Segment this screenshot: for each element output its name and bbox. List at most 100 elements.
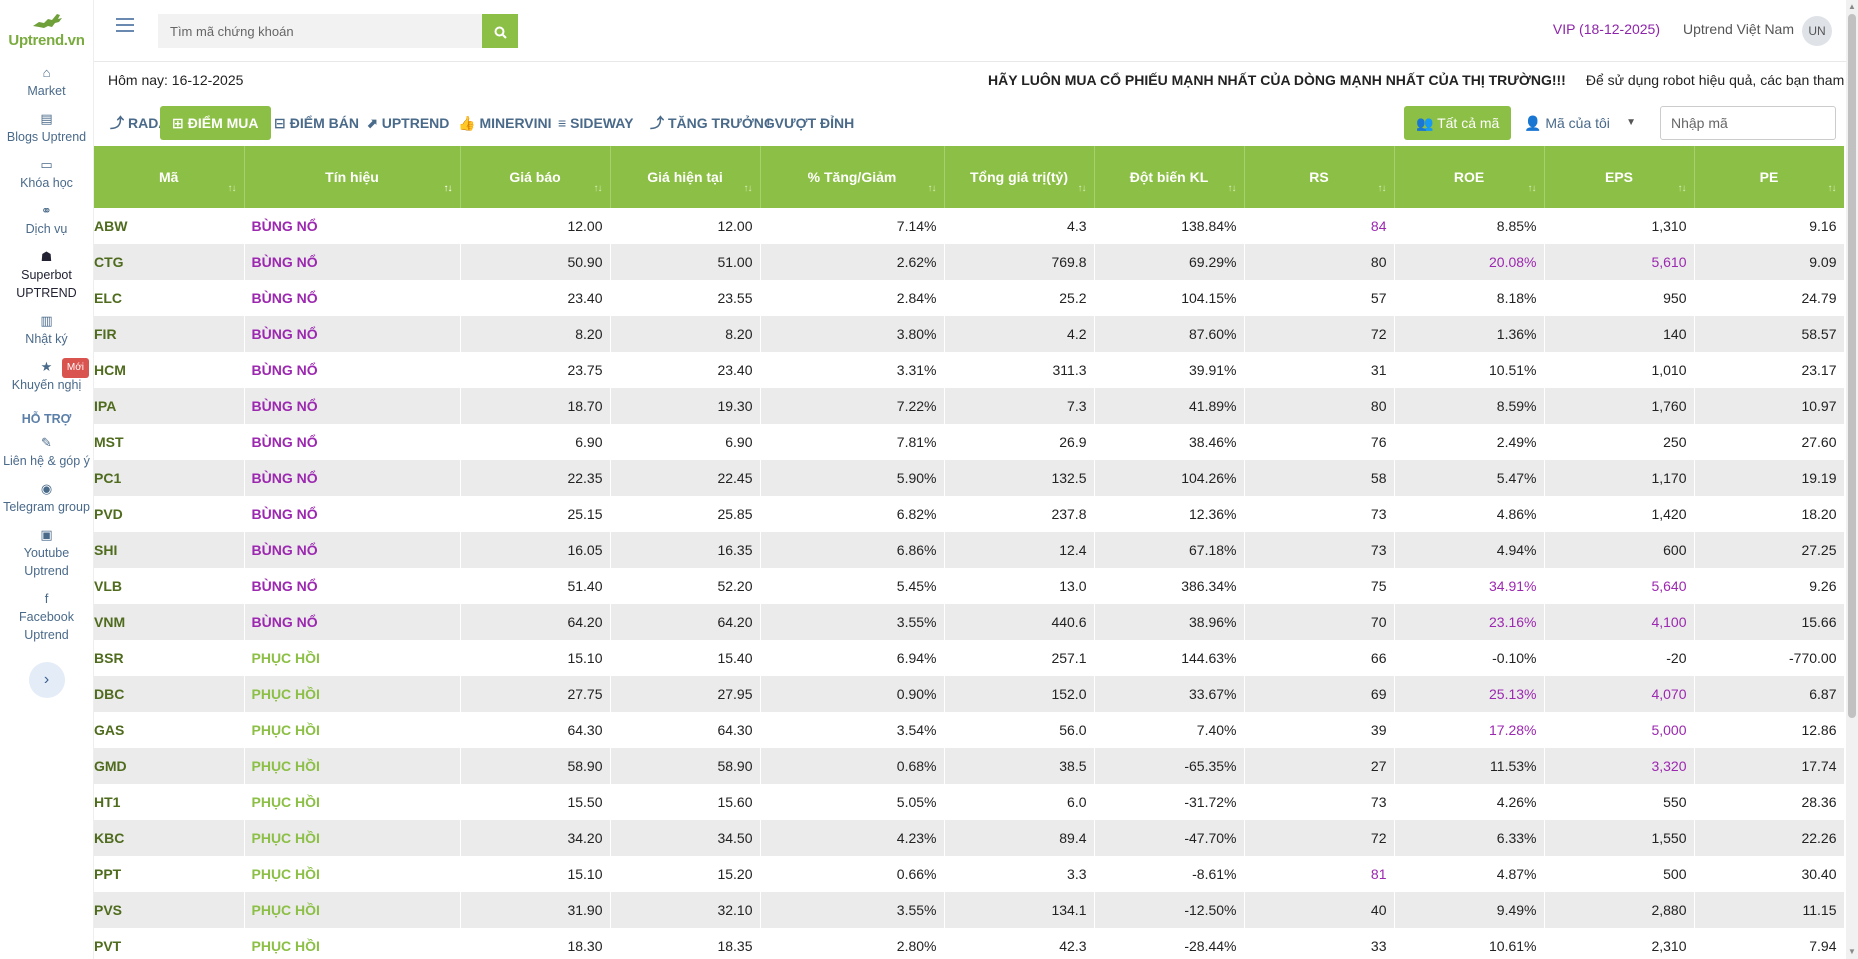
table-row[interactable]: PPT PHỤC HỒI 15.10 15.20 0.66% 3.3 -8.61% 81 4.8… <box>94 856 1844 892</box>
rs-cell: 84 <box>1244 208 1395 244</box>
avatar[interactable]: UN <box>1802 16 1832 46</box>
table-row[interactable]: GAS PHỤC HỒI 64.30 64.30 3.54% 56.0 7.40% 39 17.… <box>94 712 1844 748</box>
pe-cell: 19.19 <box>1694 460 1844 496</box>
sidebar-item-telegram[interactable]: ◉ Telegram group <box>0 474 93 520</box>
stock-code[interactable]: SHI <box>94 532 245 568</box>
my-codes-dropdown[interactable]: 👤 Mã của tôi ▼ <box>1524 106 1636 140</box>
logo[interactable]: Uptrend.vn <box>0 0 93 58</box>
table-row[interactable]: HCM BÙNG NỔ 23.75 23.40 3.31% 311.3 39.91% 31 10… <box>94 352 1844 388</box>
stock-code[interactable]: PVT <box>94 928 245 959</box>
sort-icon[interactable]: ↑↓ <box>743 183 753 194</box>
table-row[interactable]: GMD PHỤC HỒI 58.90 58.90 0.68% 38.5 -65.35% 27 1… <box>94 748 1844 784</box>
sort-icon[interactable]: ↑↓ <box>443 183 453 194</box>
code-input[interactable] <box>1660 106 1836 140</box>
stock-code[interactable]: BSR <box>94 640 245 676</box>
stock-code[interactable]: PVS <box>94 892 245 928</box>
stock-code[interactable]: HT1 <box>94 784 245 820</box>
table-row[interactable]: SHI BÙNG NỔ 16.05 16.35 6.86% 12.4 67.18% 73 4.9… <box>94 532 1844 568</box>
stock-code[interactable]: DBC <box>94 676 245 712</box>
sort-icon[interactable]: ↑↓ <box>227 183 237 194</box>
expand-sidebar-button[interactable]: › <box>28 662 65 698</box>
column-header[interactable]: Tổng giá trị(tỷ) ↑↓ <box>944 146 1095 208</box>
stock-code[interactable]: PC1 <box>94 460 245 496</box>
column-header[interactable]: PE ↑↓ <box>1694 146 1844 208</box>
column-header[interactable]: Đột biến KL ↑↓ <box>1094 146 1245 208</box>
sidebar-item-robot[interactable]: ☗ Superbot UPTREND <box>0 242 93 306</box>
stock-code[interactable]: CTG <box>94 244 245 280</box>
sort-icon[interactable]: ↑↓ <box>1377 183 1387 194</box>
stock-code[interactable]: PPT <box>94 856 245 892</box>
table-row[interactable]: PVT PHỤC HỒI 18.30 18.35 2.80% 42.3 -28.44% 33 1… <box>94 928 1844 959</box>
pe-cell: 27.25 <box>1694 532 1844 568</box>
sort-icon[interactable]: ↑↓ <box>1527 183 1537 194</box>
table-row[interactable]: MST BÙNG NỔ 6.90 6.90 7.81% 26.9 38.46% 76 2.49%… <box>94 424 1844 460</box>
stock-code[interactable]: ABW <box>94 208 245 244</box>
search-input[interactable] <box>158 14 482 48</box>
column-header[interactable]: RS ↑↓ <box>1244 146 1395 208</box>
sort-icon[interactable]: ↑↓ <box>1827 183 1837 194</box>
sort-icon[interactable]: ↑↓ <box>593 183 603 194</box>
sidebar-item-youtube[interactable]: ▣ Youtube Uptrend <box>0 520 93 584</box>
user-name[interactable]: Uptrend Việt Nam <box>1682 21 1794 37</box>
tab-điểm-mua[interactable]: ⊞ ĐIỂM MUA <box>160 106 271 140</box>
table-row[interactable]: ELC BÙNG NỔ 23.40 23.55 2.84% 25.2 104.15% 57 8.… <box>94 280 1844 316</box>
column-header[interactable]: EPS ↑↓ <box>1544 146 1695 208</box>
tab-uptrend[interactable]: ⬈ UPTREND <box>354 106 461 140</box>
sidebar-item-home[interactable]: ⌂ Market <box>0 58 93 104</box>
sort-icon[interactable]: ↑↓ <box>1077 183 1087 194</box>
stock-code[interactable]: VLB <box>94 568 245 604</box>
table-row[interactable]: FIR BÙNG NỔ 8.20 8.20 3.80% 4.2 87.60% 72 1.36% 1… <box>94 316 1844 352</box>
table-row[interactable]: PC1 BÙNG NỔ 22.35 22.45 5.90% 132.5 104.26% 58 5… <box>94 460 1844 496</box>
stock-code[interactable]: FIR <box>94 316 245 352</box>
stock-code[interactable]: GAS <box>94 712 245 748</box>
sort-icon[interactable]: ↑↓ <box>1677 183 1687 194</box>
table-row[interactable]: VLB BÙNG NỔ 51.40 52.20 5.45% 13.0 386.34% 75 34… <box>94 568 1844 604</box>
column-header[interactable]: % Tăng/Giảm ↑↓ <box>760 146 945 208</box>
stock-code[interactable]: VNM <box>94 604 245 640</box>
tab-tăng-trưởng[interactable]: ⤴ TĂNG TRƯỞNG <box>638 106 787 140</box>
stock-code[interactable]: PVD <box>94 496 245 532</box>
tab-vượt-đỉnh[interactable]: ! VƯỢT ĐỈNH <box>754 106 866 140</box>
column-header[interactable]: Mã ↑↓ <box>94 146 245 208</box>
stock-code[interactable]: IPA <box>94 388 245 424</box>
menu-icon[interactable] <box>116 18 134 32</box>
tab-minervini[interactable]: 👍 MINERVINI <box>446 106 564 140</box>
table-row[interactable]: ABW BÙNG NỔ 12.00 12.00 7.14% 4.3 138.84% 84 8.8… <box>94 208 1844 244</box>
table-row[interactable]: BSR PHỤC HỒI 15.10 15.40 6.94% 257.1 144.63% 66… <box>94 640 1844 676</box>
stock-code[interactable]: MST <box>94 424 245 460</box>
sort-icon[interactable]: ↑↓ <box>927 183 937 194</box>
vertical-scrollbar[interactable]: ▲ ▼ <box>1846 0 1858 959</box>
stock-code[interactable]: KBC <box>94 820 245 856</box>
tab-sideway[interactable]: ≡ SIDEWAY <box>546 106 645 140</box>
stock-code[interactable]: ELC <box>94 280 245 316</box>
sidebar-item-star[interactable]: ★ Khuyến nghị Mới <box>0 352 93 398</box>
pe-cell: 58.57 <box>1694 316 1844 352</box>
sidebar-item-monitor[interactable]: ▭ Khóa học <box>0 150 93 196</box>
table-row[interactable]: KBC PHỤC HỒI 34.20 34.50 4.23% 89.4 -47.70% 72 6… <box>94 820 1844 856</box>
all-codes-button[interactable]: 👥 Tất cả mã <box>1404 106 1512 140</box>
table-row[interactable]: PVS PHỤC HỒI 31.90 32.10 3.55% 134.1 -12.50% 40… <box>94 892 1844 928</box>
column-header[interactable]: Tín hiệu ↑↓ <box>244 146 461 208</box>
column-header[interactable]: Giá hiện tại ↑↓ <box>610 146 761 208</box>
sidebar-item-facebook[interactable]: f Facebook Uptrend <box>0 584 93 648</box>
table-row[interactable]: IPA BÙNG NỔ 18.70 19.30 7.22% 7.3 41.89% 80 8.59… <box>94 388 1844 424</box>
table-row[interactable]: HT1 PHỤC HỒI 15.50 15.60 5.05% 6.0 -31.72% 73 4.… <box>94 784 1844 820</box>
column-header[interactable]: Giá báo ↑↓ <box>460 146 611 208</box>
table-row[interactable]: PVD BÙNG NỔ 25.15 25.85 6.82% 237.8 12.36% 73 4.… <box>94 496 1844 532</box>
search-button[interactable] <box>482 14 518 48</box>
tab-điểm-bán[interactable]: ⊟ ĐIỂM BÁN <box>262 106 371 140</box>
sidebar-item-file[interactable]: ▤ Blogs Uptrend <box>0 104 93 150</box>
column-header[interactable]: ROE ↑↓ <box>1394 146 1545 208</box>
scroll-down-icon[interactable]: ▼ <box>1848 947 1856 956</box>
table-row[interactable]: VNM BÙNG NỔ 64.20 64.20 3.55% 440.6 38.96% 70 23… <box>94 604 1844 640</box>
scroll-thumb[interactable] <box>1848 14 1856 718</box>
table-row[interactable]: CTG BÙNG NỔ 50.90 51.00 2.62% 769.8 69.29% 80 20… <box>94 244 1844 280</box>
table-row[interactable]: DBC PHỤC HỒI 27.75 27.95 0.90% 152.0 33.67% 69 2… <box>94 676 1844 712</box>
stock-code[interactable]: GMD <box>94 748 245 784</box>
sidebar-item-book[interactable]: ▥ Nhật ký <box>0 306 93 352</box>
sidebar-item-edit[interactable]: ✎ Liên hệ & góp ý <box>0 428 93 474</box>
sort-icon[interactable]: ↑↓ <box>1227 183 1237 194</box>
stock-code[interactable]: HCM <box>94 352 245 388</box>
sidebar-item-handshake[interactable]: ⚭ Dịch vụ <box>0 196 93 242</box>
scroll-up-icon[interactable]: ▲ <box>1848 2 1856 11</box>
